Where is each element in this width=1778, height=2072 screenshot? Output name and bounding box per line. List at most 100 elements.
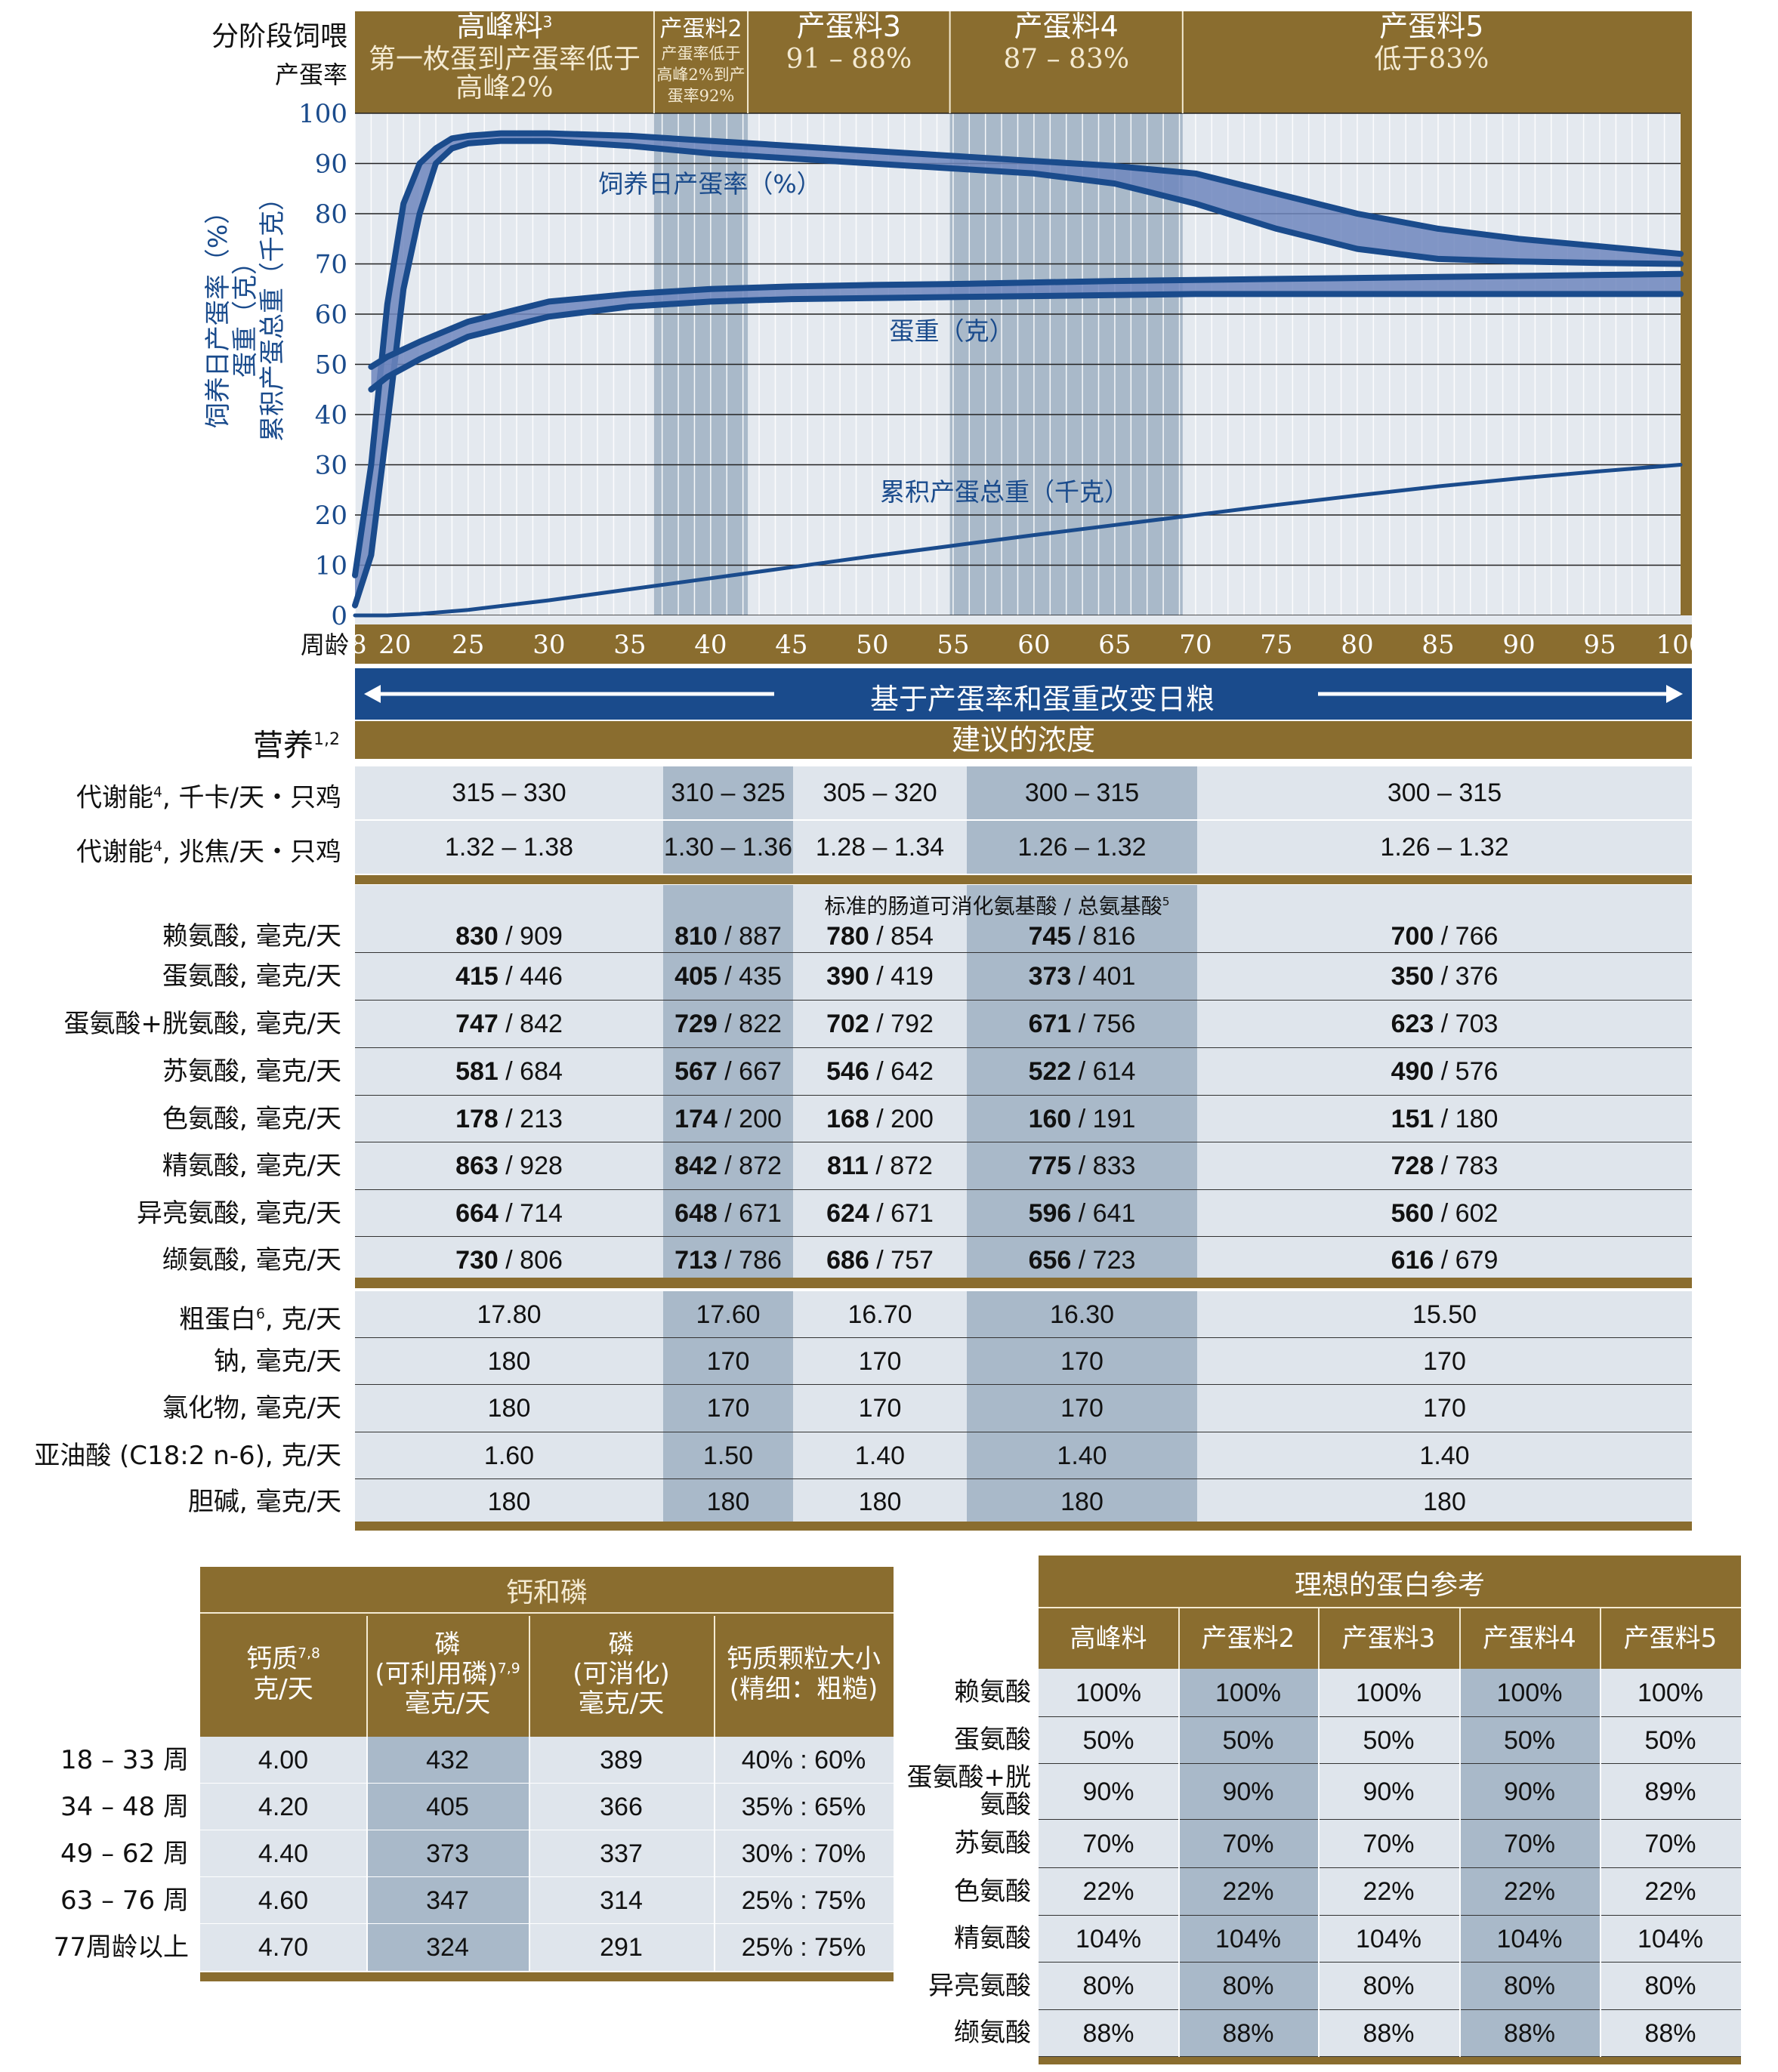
table-cell-bg — [1039, 2010, 1178, 2057]
digestible-value: 624 — [826, 1199, 869, 1228]
table-cell-bg — [663, 920, 793, 953]
row-label: 缬氨酸 — [869, 2010, 1031, 2057]
table-cell-bg — [1178, 1916, 1318, 1963]
y-tick-label: 70 — [315, 250, 347, 280]
row-label: 赖氨酸 — [869, 1669, 1031, 1717]
table-cell-bg — [1600, 1669, 1741, 1717]
table-cell-bg — [793, 1479, 967, 1525]
table-cell-value: 314 — [600, 1886, 643, 1915]
table-cell-value: 22% — [1503, 1877, 1556, 1906]
table-cell-value: 729 / 822 — [674, 1010, 782, 1038]
banner-text: 基于产蛋率和蛋重改变日粮 — [869, 683, 1215, 716]
total-value: 576 — [1455, 1057, 1499, 1086]
banner-arrows — [364, 685, 1683, 703]
phase-title: 产蛋料3 — [797, 10, 901, 43]
x-tick-label: 35 — [613, 630, 646, 660]
phase-title: 产蛋料4 — [1014, 10, 1119, 43]
table-cell-bg — [355, 1385, 663, 1432]
table-cell-value: 50% — [1503, 1726, 1556, 1755]
protein-column-header: 产蛋料3 — [1341, 1623, 1436, 1654]
table-cell-bg — [793, 1432, 967, 1479]
table-cell-bg — [1197, 1237, 1692, 1284]
table-cell-value: 405 / 435 — [674, 962, 782, 991]
column-divider — [1600, 1608, 1601, 1669]
footnote-mark: 4 — [153, 785, 162, 800]
table-cell-bg — [967, 1237, 1197, 1284]
table-cell-bg — [793, 1001, 967, 1048]
table-cell-value: 4.00 — [258, 1746, 309, 1774]
table-cell-value: 16.30 — [1049, 1300, 1115, 1329]
digestible-value: 713 — [674, 1246, 718, 1275]
column-divider — [366, 1616, 368, 1737]
phase-description: 91 – 88% — [786, 44, 912, 75]
protein-title: 理想的蛋白参考 — [1294, 1570, 1485, 1601]
table-cell-bg — [714, 1737, 894, 1784]
series-line — [353, 463, 1683, 618]
label-line: 色氨酸 — [954, 1876, 1031, 1907]
row-label: 49 – 62 周 — [60, 1839, 189, 1869]
table-cell-value: 90% — [1082, 1778, 1134, 1806]
x-tick-label: 70 — [1179, 630, 1212, 660]
total-value: 191 — [1092, 1105, 1136, 1133]
table-cell-value: 104% — [1496, 1925, 1563, 1953]
row-label: 蛋氨酸+胱氨酸, 毫克/天 — [63, 1009, 341, 1039]
total-value: 757 — [891, 1246, 934, 1275]
table-cell-bg — [793, 1190, 967, 1237]
row-label: 赖氨酸, 毫克/天 — [162, 921, 341, 951]
table-cell-bg — [355, 1291, 663, 1338]
total-value: 842 — [520, 1010, 563, 1038]
table-cell-bg — [1459, 1916, 1600, 1963]
digestible-value: 168 — [826, 1105, 869, 1133]
y-tick-label: 100 — [298, 99, 347, 129]
table-cell-value: 1.40 — [1057, 1441, 1107, 1470]
table-cell-bg — [1178, 1669, 1318, 1717]
digestible-value: 490 — [1391, 1057, 1434, 1086]
label-line: 精氨酸 — [954, 1923, 1031, 1954]
table-cell-value: 80% — [1082, 1972, 1134, 2000]
row-label: 18 – 33 周 — [60, 1745, 189, 1775]
table-cell-value: 596 / 641 — [1028, 1199, 1136, 1228]
table-cell-bg — [663, 1385, 793, 1432]
table-cell-value: 104% — [1076, 1925, 1141, 1953]
amino-acid-header: 标准的肠道可消化氨基酸 / 总氨基酸5 — [824, 893, 1170, 919]
table-cell-value: 88% — [1503, 2019, 1556, 2048]
table-cell-value: 174 / 200 — [674, 1105, 782, 1133]
x-tick-label: 85 — [1421, 630, 1454, 660]
table-cell-bg — [663, 1432, 793, 1479]
phase-header-bg — [355, 11, 1692, 113]
table-cell-bg — [366, 1737, 529, 1784]
table-cell-value: 104% — [1356, 1925, 1421, 1953]
total-value: 446 — [520, 962, 563, 991]
total-value: 376 — [1455, 962, 1499, 991]
digestible-value: 522 — [1028, 1057, 1072, 1086]
phase-description: 低于83% — [1374, 44, 1489, 75]
table-cell-value: 88% — [1082, 2019, 1134, 2048]
phase-description: 87 – 83% — [1003, 44, 1129, 75]
digestible-value: 842 — [674, 1152, 718, 1180]
column-divider — [529, 1737, 530, 1972]
table-cell-value: 1.28 – 1.34 — [815, 833, 945, 862]
table-cell-value: 89% — [1644, 1778, 1696, 1806]
table-cell-bg — [200, 1784, 366, 1830]
table-cell-bg — [1197, 1291, 1692, 1338]
table-cell-value: 1.60 — [483, 1441, 535, 1470]
table-cell-bg — [1459, 2010, 1600, 2057]
y-tick-label: 60 — [315, 300, 347, 330]
table-cell-bg — [200, 1924, 366, 1971]
table-cell-value: 170 — [1060, 1394, 1104, 1423]
table-cell-value: 88% — [1222, 2019, 1274, 2048]
table-cell-value: 180 — [487, 1394, 531, 1423]
total-value: 783 — [1455, 1152, 1499, 1180]
label-line: 异亮氨酸 — [928, 1970, 1031, 2001]
digestible-value: 623 — [1391, 1010, 1434, 1038]
phase-title: 高峰料3 — [457, 10, 553, 43]
digestible-value: 702 — [826, 1010, 869, 1038]
table-cell-bg — [1197, 1142, 1692, 1190]
table-cell-value: 15.50 — [1412, 1300, 1477, 1329]
table-cell-value: 180 — [706, 1488, 750, 1516]
digestible-value: 811 — [827, 1152, 869, 1180]
x-tick-label: 80 — [1341, 630, 1373, 660]
table-cell-value: 22% — [1082, 1877, 1134, 1906]
series-band-upper — [352, 130, 1684, 578]
